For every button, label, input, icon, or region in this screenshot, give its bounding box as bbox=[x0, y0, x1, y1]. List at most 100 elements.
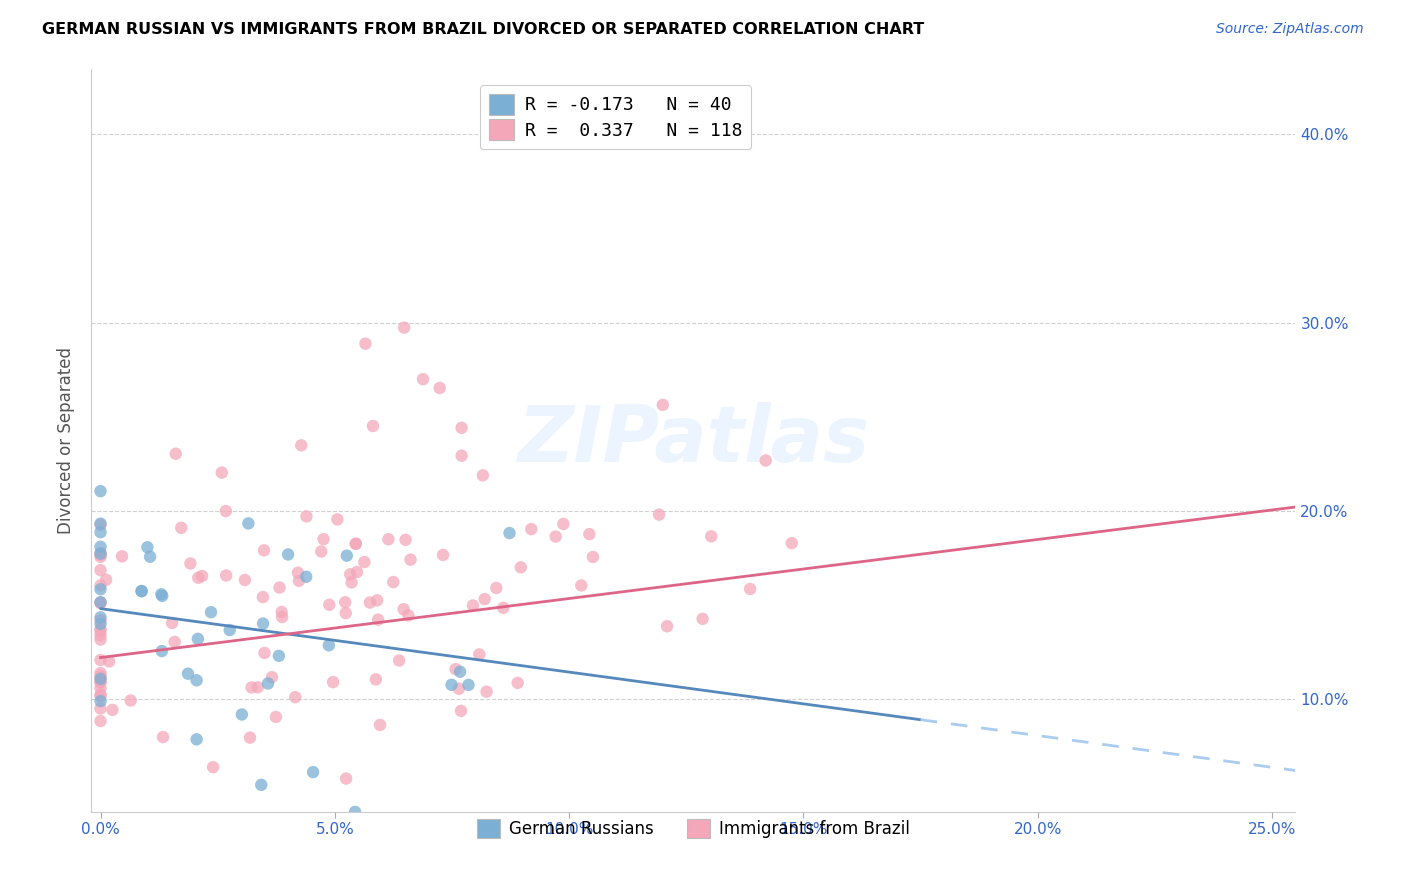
Point bbox=[89, 690, 111, 704]
Point bbox=[368, 718, 391, 732]
Point bbox=[780, 536, 803, 550]
Point bbox=[447, 681, 470, 696]
Point bbox=[238, 516, 260, 531]
Point bbox=[394, 533, 416, 547]
Point bbox=[569, 578, 592, 592]
Point bbox=[233, 573, 256, 587]
Text: ZIPatlas: ZIPatlas bbox=[517, 402, 869, 478]
Point bbox=[450, 704, 472, 718]
Point bbox=[354, 336, 377, 351]
Point bbox=[318, 638, 340, 652]
Point bbox=[322, 675, 344, 690]
Point bbox=[346, 565, 368, 579]
Point bbox=[260, 670, 283, 684]
Point bbox=[432, 548, 454, 562]
Point bbox=[191, 569, 214, 583]
Point bbox=[89, 616, 111, 631]
Point bbox=[89, 665, 111, 680]
Point bbox=[89, 582, 111, 597]
Point bbox=[120, 693, 142, 707]
Point bbox=[520, 522, 543, 536]
Point bbox=[475, 684, 498, 698]
Point bbox=[335, 595, 357, 609]
Point bbox=[215, 568, 238, 582]
Point bbox=[150, 589, 173, 603]
Point bbox=[246, 680, 269, 694]
Point bbox=[692, 612, 714, 626]
Point bbox=[89, 624, 111, 638]
Point bbox=[509, 560, 531, 574]
Legend: German Russians, Immigrants from Brazil: German Russians, Immigrants from Brazil bbox=[471, 812, 917, 845]
Point bbox=[295, 570, 318, 584]
Point bbox=[457, 678, 479, 692]
Point bbox=[302, 765, 325, 780]
Point bbox=[89, 672, 111, 686]
Text: Source: ZipAtlas.com: Source: ZipAtlas.com bbox=[1216, 22, 1364, 37]
Point bbox=[492, 600, 515, 615]
Point bbox=[377, 533, 399, 547]
Point bbox=[339, 567, 361, 582]
Point bbox=[344, 537, 367, 551]
Point bbox=[471, 468, 494, 483]
Point bbox=[89, 595, 111, 609]
Point bbox=[287, 566, 309, 580]
Point bbox=[392, 320, 415, 334]
Point bbox=[429, 381, 451, 395]
Point bbox=[544, 530, 567, 544]
Point bbox=[392, 602, 415, 616]
Point bbox=[318, 598, 340, 612]
Point bbox=[440, 678, 463, 692]
Point bbox=[336, 549, 359, 563]
Point bbox=[284, 690, 307, 705]
Point bbox=[252, 590, 274, 604]
Point bbox=[89, 596, 111, 610]
Point bbox=[290, 438, 312, 452]
Point bbox=[89, 525, 111, 540]
Point bbox=[131, 584, 153, 599]
Point bbox=[257, 676, 280, 690]
Point bbox=[163, 635, 186, 649]
Point bbox=[111, 549, 134, 564]
Point bbox=[498, 526, 520, 541]
Point bbox=[89, 714, 111, 728]
Point bbox=[89, 669, 111, 683]
Point bbox=[309, 544, 332, 558]
Point bbox=[89, 622, 111, 636]
Point bbox=[444, 662, 467, 676]
Text: GERMAN RUSSIAN VS IMMIGRANTS FROM BRAZIL DIVORCED OR SEPARATED CORRELATION CHART: GERMAN RUSSIAN VS IMMIGRANTS FROM BRAZIL… bbox=[42, 22, 924, 37]
Point bbox=[253, 543, 276, 558]
Point bbox=[648, 508, 671, 522]
Point bbox=[359, 596, 381, 610]
Point bbox=[655, 619, 678, 633]
Y-axis label: Divorced or Separated: Divorced or Separated bbox=[58, 347, 75, 533]
Point bbox=[326, 512, 349, 526]
Point bbox=[89, 613, 111, 627]
Point bbox=[89, 517, 111, 532]
Point bbox=[94, 573, 117, 587]
Point bbox=[211, 466, 233, 480]
Point bbox=[89, 653, 111, 667]
Point bbox=[700, 529, 723, 543]
Point bbox=[353, 555, 375, 569]
Point bbox=[340, 575, 363, 590]
Point bbox=[240, 681, 263, 695]
Point bbox=[89, 628, 111, 642]
Point bbox=[89, 548, 111, 562]
Point bbox=[89, 484, 111, 499]
Point bbox=[170, 521, 193, 535]
Point bbox=[231, 707, 253, 722]
Point bbox=[264, 710, 287, 724]
Point bbox=[101, 703, 124, 717]
Point bbox=[89, 549, 111, 564]
Point bbox=[89, 672, 111, 686]
Point bbox=[267, 648, 290, 663]
Point bbox=[335, 772, 357, 786]
Point bbox=[295, 509, 318, 524]
Point bbox=[202, 760, 225, 774]
Point bbox=[578, 527, 600, 541]
Point bbox=[344, 537, 367, 551]
Point bbox=[89, 632, 111, 647]
Point bbox=[89, 681, 111, 695]
Point bbox=[186, 732, 208, 747]
Point bbox=[366, 593, 388, 607]
